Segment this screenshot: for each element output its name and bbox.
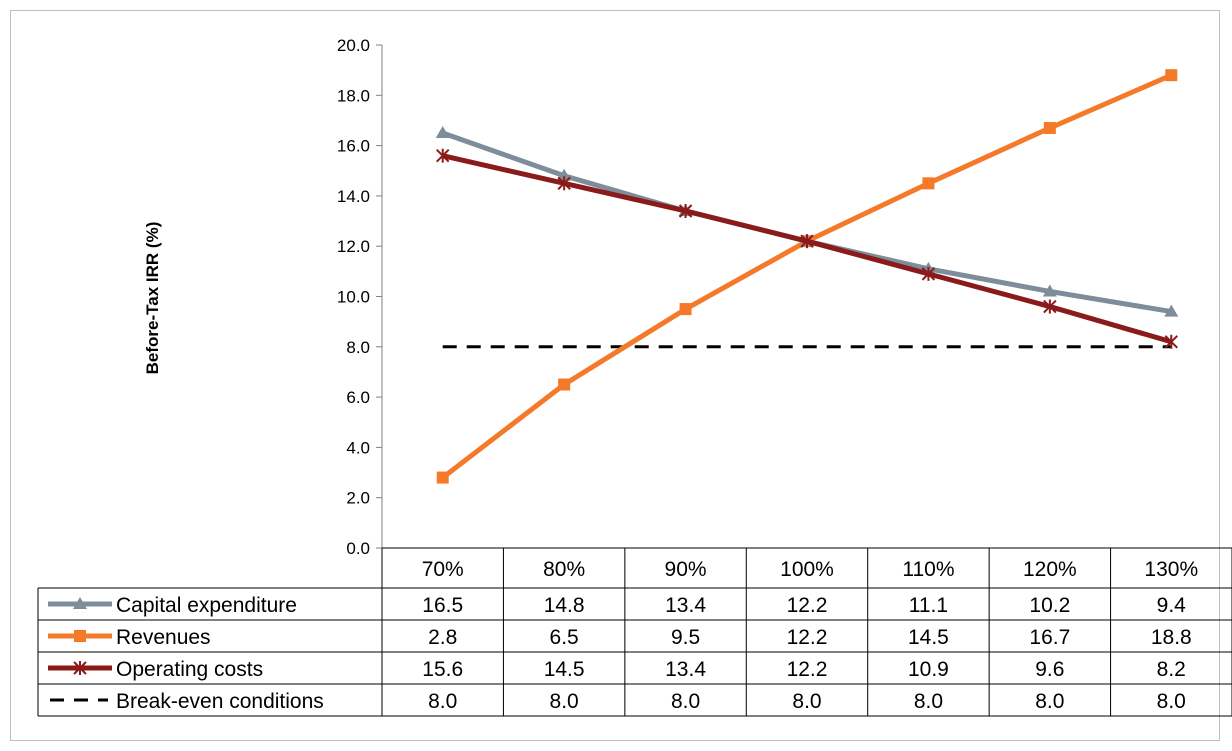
table-value-cell: 14.8 (544, 594, 585, 617)
data-point (436, 471, 449, 484)
y-tick-label: 0.0 (346, 539, 370, 558)
chart-frame (10, 10, 1220, 741)
y-tick-label: 4.0 (346, 438, 370, 457)
table-value-cell: 13.4 (665, 594, 706, 617)
data-table: 70% 80% 90% 100% 110% 120% 130% Capital expendi… (37, 547, 1232, 717)
table-value-cell: 6.5 (550, 626, 579, 649)
data-point (1164, 304, 1179, 317)
y-tick-label: 14.0 (337, 187, 370, 206)
x-category-label: 120% (1023, 558, 1077, 581)
data-point (435, 126, 450, 139)
x-category-label: 100% (780, 558, 834, 581)
table-value-cell: 10.9 (908, 658, 949, 681)
data-point (922, 177, 935, 190)
data-point (436, 148, 450, 163)
x-category-label: 70% (422, 558, 464, 581)
table-value-cell: 8.0 (792, 690, 821, 713)
plot-area (435, 69, 1179, 484)
table-value-cell: 12.2 (787, 626, 828, 649)
data-point (557, 168, 572, 181)
x-category-label: 130% (1144, 558, 1198, 581)
legend-key (48, 661, 112, 675)
y-tick-label: 8.0 (346, 338, 370, 357)
table-value-cell: 8.0 (671, 690, 700, 713)
table-value-cell: 9.4 (1157, 594, 1187, 617)
data-point (800, 234, 814, 249)
table-value-cell: 8.0 (1035, 690, 1064, 713)
y-tick-label: 20.0 (337, 36, 370, 55)
table-value-cell: 12.2 (787, 658, 828, 681)
table-value-cell: 9.5 (671, 626, 700, 649)
series-operating-costs (436, 148, 1178, 349)
legend-label: Break-even conditions (116, 690, 324, 713)
data-point (678, 203, 693, 218)
table-value-cell: 15.6 (422, 658, 463, 681)
data-point (73, 661, 87, 675)
series-line (441, 72, 1173, 480)
table-value-cell: 14.5 (908, 626, 949, 649)
table-value-cell: 2.8 (428, 626, 457, 649)
data-point (921, 266, 936, 281)
table-value-cell: 16.5 (422, 594, 463, 617)
x-category-label: 110% (902, 558, 954, 581)
data-point (1042, 284, 1057, 297)
x-category-label: 90% (665, 558, 707, 581)
legend-key (48, 630, 112, 642)
table-value-cell: 8.0 (1157, 690, 1186, 713)
data-point (679, 303, 692, 316)
series-capital-expenditure (435, 126, 1179, 317)
table-value-cell: 11.1 (909, 594, 948, 617)
data-point (74, 630, 86, 642)
table-value-cell: 18.8 (1151, 626, 1192, 649)
table-value-cell: 8.0 (914, 690, 943, 713)
table-value-cell: 8.0 (428, 690, 457, 713)
series-line (441, 130, 1172, 315)
y-axis-label: Before-Tax IRR (%) (143, 222, 162, 375)
table-value-cell: 16.7 (1029, 626, 1070, 649)
table-value-cell: 12.2 (787, 594, 828, 617)
table-value-cell: 8.0 (550, 690, 579, 713)
series-revenues (436, 69, 1178, 484)
legend-label: Capital expenditure (116, 594, 297, 617)
y-tick-label: 12.0 (337, 237, 370, 256)
legend-key (48, 597, 112, 609)
y-tick-label: 10.0 (337, 288, 370, 307)
y-tick-label: 18.0 (337, 86, 370, 105)
data-point (558, 378, 571, 391)
legend-label: Revenues (116, 626, 211, 649)
y-tick-label: 6.0 (346, 388, 370, 407)
data-point (73, 597, 87, 609)
data-point (557, 176, 571, 191)
table-value-cell: 8.2 (1157, 658, 1186, 681)
data-point (1165, 69, 1178, 82)
legend-label: Operating costs (116, 658, 263, 681)
data-point (1164, 334, 1178, 349)
x-category-label: 80% (543, 558, 585, 581)
y-tick-label: 16.0 (337, 137, 370, 156)
series-line (442, 153, 1172, 345)
table-value-cell: 10.2 (1029, 594, 1070, 617)
table-value-cell: 13.4 (665, 658, 706, 681)
table-value-cell: 9.6 (1035, 658, 1064, 681)
data-point (1043, 299, 1057, 314)
data-point (1043, 121, 1056, 134)
table-value-cell: 14.5 (544, 658, 585, 681)
y-tick-label: 2.0 (346, 489, 370, 508)
y-axis: 0.0 2.0 4.0 6.0 8.0 10.0 12.0 14.0 16.0 18.0 20.0 (337, 36, 383, 558)
